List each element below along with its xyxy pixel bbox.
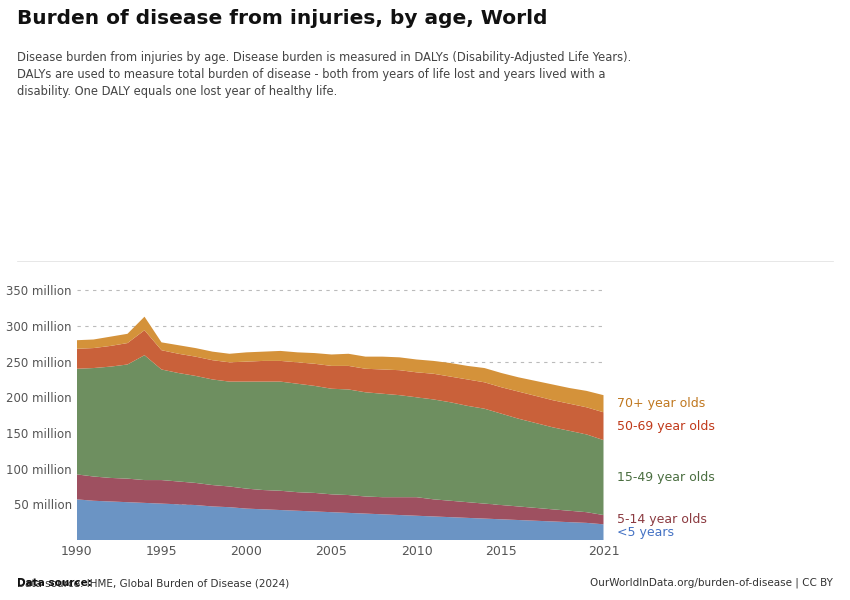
Text: Data source: IHME, Global Burden of Disease (2024): Data source: IHME, Global Burden of Dise… <box>17 578 289 588</box>
Text: OurWorldInData.org/burden-of-disease | CC BY: OurWorldInData.org/burden-of-disease | C… <box>590 577 833 588</box>
Text: 5-14 year olds: 5-14 year olds <box>617 513 707 526</box>
Text: Burden of disease from injuries, by age, World: Burden of disease from injuries, by age,… <box>17 9 547 28</box>
Text: <5 years: <5 years <box>617 526 674 539</box>
Text: Disease burden from injuries by age. Disease burden is measured in DALYs (Disabi: Disease burden from injuries by age. Dis… <box>17 51 632 98</box>
Text: 50-69 year olds: 50-69 year olds <box>617 419 715 433</box>
Text: 70+ year olds: 70+ year olds <box>617 397 706 410</box>
Text: 15-49 year olds: 15-49 year olds <box>617 471 715 484</box>
Text: Data source:: Data source: <box>17 578 92 588</box>
Text: Our World
in Data: Our World in Data <box>717 20 788 49</box>
